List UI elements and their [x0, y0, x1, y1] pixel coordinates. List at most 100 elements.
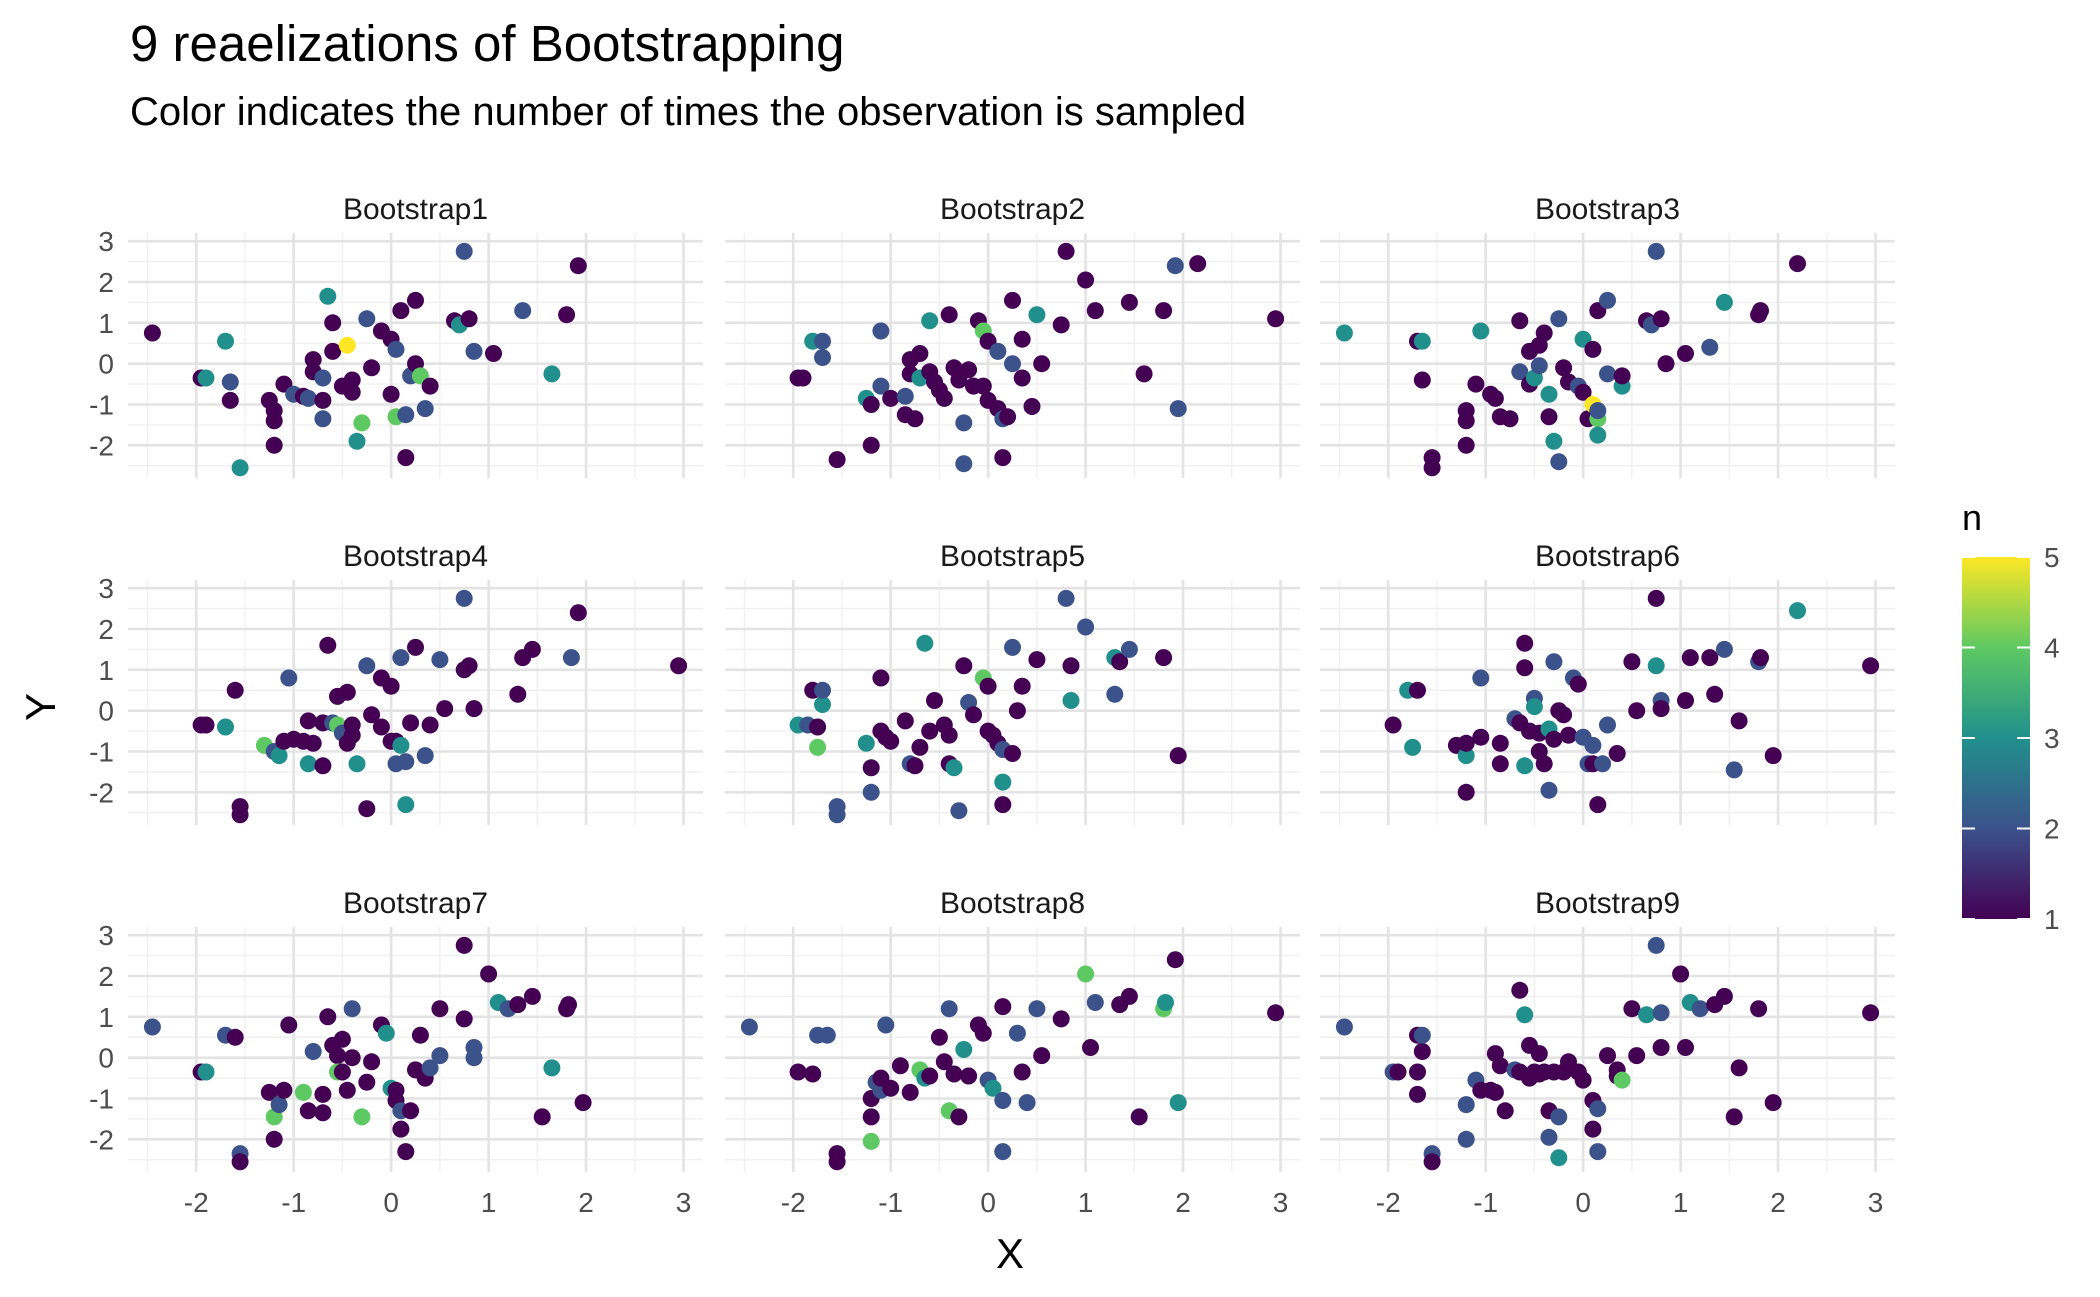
y-tick-label: -1 [89, 1084, 114, 1115]
data-point [304, 351, 322, 369]
panel-Bootstrap8: Bootstrap8 [725, 887, 1300, 1172]
data-point [984, 1079, 1002, 1097]
data-point [275, 1081, 293, 1099]
data-point [1413, 1026, 1431, 1044]
data-point [1540, 385, 1558, 403]
data-point [353, 1108, 371, 1126]
data-point [226, 1028, 244, 1046]
data-point [407, 291, 424, 309]
x-axis-title: X [996, 1230, 1024, 1277]
data-point [1033, 355, 1051, 373]
data-point [1404, 738, 1422, 756]
data-point [217, 718, 234, 736]
data-point [1516, 659, 1534, 677]
data-point [299, 389, 317, 407]
data-point [1111, 653, 1129, 671]
data-point [1628, 702, 1646, 720]
data-point [921, 722, 939, 740]
data-point [857, 734, 875, 752]
data-point [1599, 1047, 1616, 1065]
data-point [1608, 745, 1626, 762]
data-point [372, 718, 390, 736]
data-point [1589, 426, 1607, 444]
data-point [217, 332, 234, 350]
data-point [455, 936, 473, 954]
data-point [1018, 1094, 1036, 1112]
y-tick-label: 1 [98, 655, 114, 686]
data-point [1623, 1000, 1641, 1018]
data-point [809, 738, 827, 756]
data-point [329, 1047, 346, 1065]
data-point [377, 1024, 395, 1042]
data-point [955, 657, 973, 675]
data-point [965, 706, 982, 724]
data-point [896, 712, 914, 730]
data-point [1701, 338, 1719, 356]
data-point [1028, 306, 1046, 324]
data-point [1789, 255, 1806, 273]
data-point [814, 681, 831, 699]
x-tick-label: 1 [1078, 1187, 1094, 1218]
data-point [574, 1094, 592, 1112]
data-point [1169, 1094, 1187, 1112]
data-point [1555, 359, 1573, 377]
data-point [363, 706, 381, 724]
data-point [1638, 1006, 1655, 1024]
data-point [314, 391, 332, 409]
data-point [299, 712, 317, 730]
y-axis-ticks: -2 -1 0 1 2 3 -2 -1 0 1 2 3 -2 -1 0 1 2 3 [89, 226, 114, 1155]
data-point [994, 998, 1012, 1016]
data-point [1545, 730, 1563, 748]
data-point [1535, 324, 1553, 342]
data-point [1584, 1120, 1602, 1138]
data-point [343, 1000, 361, 1018]
data-point [1672, 965, 1690, 983]
panel-Bootstrap1: Bootstrap1 [128, 193, 703, 478]
data-point [1457, 412, 1475, 430]
data-point [314, 1085, 332, 1103]
data-point [901, 1083, 919, 1101]
legend-ticks: 1 2 3 4 5 [1962, 542, 2060, 935]
data-point [392, 649, 410, 667]
x-tick-label: -1 [1473, 1187, 1498, 1218]
data-point [994, 796, 1012, 814]
chart-title: 9 reaelizations of Bootstrapping [130, 15, 845, 72]
data-point [382, 677, 400, 695]
data-point [1647, 589, 1665, 607]
data-point [1677, 1039, 1694, 1056]
data-point [265, 1130, 283, 1148]
panel-label: Bootstrap5 [940, 540, 1085, 573]
data-point [1008, 702, 1026, 720]
data-point [1862, 657, 1880, 675]
data-point [1457, 1096, 1475, 1114]
data-point [314, 410, 332, 428]
panel-Bootstrap6: Bootstrap6 [1320, 540, 1895, 825]
data-point [1472, 669, 1490, 687]
data-point [523, 640, 541, 658]
data-point [828, 451, 846, 469]
data-point [999, 408, 1017, 426]
data-point [509, 685, 527, 703]
data-point [358, 800, 376, 818]
data-point [363, 359, 381, 377]
data-point [1701, 649, 1719, 667]
data-point [1033, 1047, 1051, 1065]
data-point [862, 759, 880, 777]
data-point [1389, 1063, 1407, 1081]
data-point [974, 1024, 992, 1042]
data-point [397, 1143, 415, 1161]
data-point [314, 369, 332, 387]
data-point [1057, 589, 1075, 607]
data-point [265, 436, 283, 454]
data-point [397, 753, 415, 771]
data-point [1166, 951, 1184, 969]
y-tick-label: -2 [89, 777, 114, 808]
data-point [569, 604, 587, 622]
data-point [1457, 783, 1475, 801]
data-point [1062, 657, 1080, 675]
data-point [465, 700, 483, 718]
data-point [319, 287, 337, 305]
data-point [1267, 310, 1285, 328]
data-point [955, 1041, 973, 1058]
data-point [872, 377, 890, 395]
